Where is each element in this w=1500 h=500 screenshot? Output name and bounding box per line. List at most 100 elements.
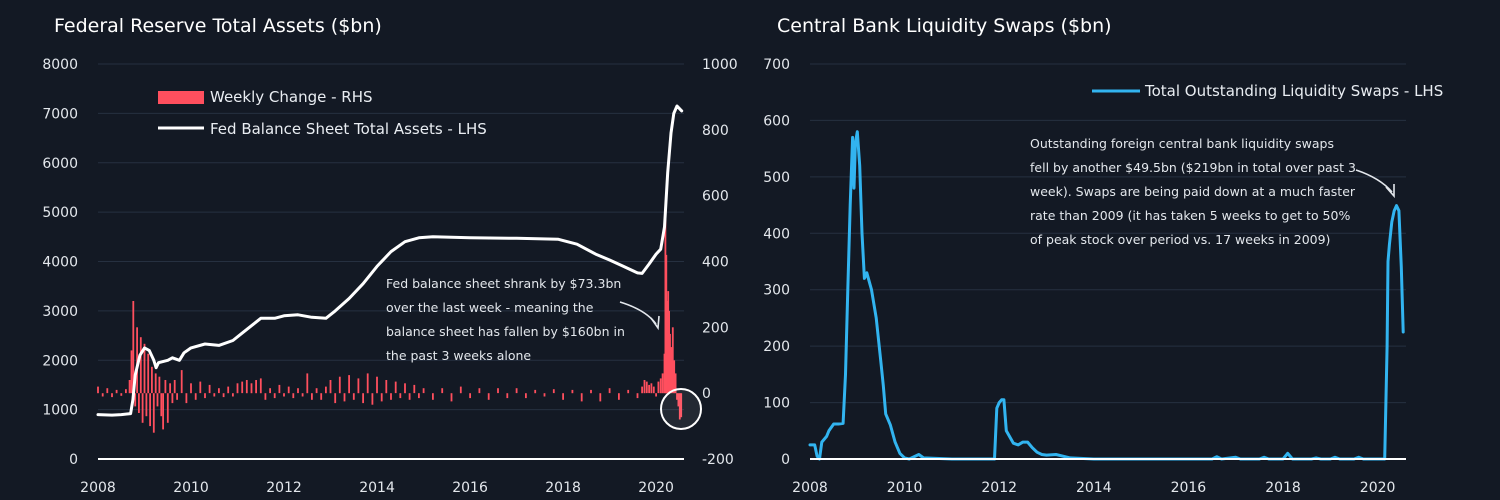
weekly-change-bar — [580, 393, 583, 402]
weekly-change-bar — [154, 373, 157, 394]
weekly-change-bar — [176, 393, 178, 400]
weekly-change-bar — [297, 388, 299, 394]
y-tick-label: 300 — [763, 283, 790, 299]
weekly-change-bar — [255, 380, 257, 394]
weekly-change-bar — [478, 388, 481, 394]
weekly-change-bar — [385, 380, 388, 394]
weekly-change-bar — [348, 375, 350, 394]
weekly-change-bar — [115, 389, 118, 394]
x-tick-label: 2014 — [1076, 480, 1112, 496]
y-tick-label: 2000 — [42, 353, 78, 369]
weekly-change-bar — [120, 393, 123, 396]
annotation-line: fell by another $49.5bn ($219bn in total… — [1030, 160, 1356, 175]
weekly-change-bar — [301, 393, 304, 397]
weekly-change-bar — [671, 327, 674, 394]
y-right-tick-label: 200 — [702, 320, 729, 336]
weekly-change-bar — [390, 393, 392, 400]
weekly-change-bar — [190, 383, 192, 394]
annotation-line: rate than 2009 (it has taken 5 weeks to … — [1030, 208, 1350, 223]
weekly-change-bar — [338, 376, 341, 394]
y-tick-label: 500 — [763, 170, 790, 186]
y-right-tick-label: 800 — [702, 123, 729, 139]
weekly-change-bar — [678, 393, 681, 420]
y-ticks: 0 100 200 300 400 500 600 700 — [763, 57, 790, 468]
weekly-change-bar — [645, 381, 648, 394]
weekly-change-bar — [162, 393, 164, 430]
annotation-arrowhead — [1385, 184, 1395, 199]
annotation: Outstanding foreign central bank liquidi… — [1030, 136, 1395, 247]
y-tick-label: 700 — [763, 57, 790, 73]
weekly-change-bar — [132, 301, 135, 394]
y-tick-label: 0 — [781, 452, 790, 468]
weekly-change-bar — [459, 386, 462, 394]
x-tick-label: 2008 — [792, 480, 828, 496]
y-right-tick-label: 0 — [702, 386, 711, 402]
x-tick-label: 2010 — [887, 480, 923, 496]
weekly-change-bar — [669, 333, 671, 394]
x-tick-label: 2008 — [80, 480, 116, 496]
weekly-change-bar — [136, 327, 138, 394]
weekly-change-bar — [151, 366, 153, 394]
weekly-change-bar — [134, 393, 137, 407]
weekly-change-bar — [315, 388, 318, 394]
weekly-change-bar — [232, 393, 234, 397]
grid — [810, 63, 1406, 404]
weekly-change-bar — [376, 376, 378, 394]
weekly-change-bar — [525, 393, 527, 399]
fed-assets-chart: Federal Reserve Total Assets ($bn) 0 1000… — [42, 15, 737, 496]
weekly-change-bar — [641, 386, 643, 394]
weekly-change-bar — [380, 393, 383, 402]
weekly-change-bar — [145, 393, 148, 417]
weekly-change-bar — [650, 383, 653, 394]
weekly-change-bar — [241, 381, 244, 394]
weekly-change-bar — [160, 393, 163, 417]
weekly-change-bar — [236, 383, 239, 394]
y-tick-label: 600 — [763, 113, 790, 129]
weekly-change-bar — [141, 393, 144, 423]
annotation: Fed balance sheet shrank by $73.3bn over… — [386, 276, 702, 430]
legend: Weekly Change - RHS Fed Balance Sheet To… — [158, 88, 487, 138]
weekly-change-bar — [128, 380, 131, 394]
weekly-change-bar — [515, 388, 518, 394]
x-tick-label: 2018 — [1265, 480, 1301, 496]
highlight-circle — [660, 388, 702, 430]
weekly-change-bar — [670, 347, 673, 394]
weekly-change-bar — [227, 386, 230, 394]
weekly-change-bar — [659, 378, 662, 394]
weekly-change-bar — [636, 393, 639, 399]
weekly-change-bar — [676, 393, 678, 400]
weekly-change-bar — [618, 393, 620, 400]
weekly-change-bar — [278, 384, 281, 394]
y-tick-label: 8000 — [42, 57, 78, 73]
weekly-change-bar — [543, 393, 546, 397]
weekly-change-bar — [627, 389, 630, 394]
x-tick-label: 2012 — [981, 480, 1017, 496]
annotation-line: balance sheet has fallen by $160bn in — [386, 324, 625, 339]
x-tick-label: 2020 — [638, 480, 674, 496]
weekly-change-bar — [311, 393, 313, 400]
weekly-change-bar — [101, 393, 104, 397]
annotation-line: week). Swaps are being paid down at a mu… — [1030, 184, 1356, 199]
weekly-change-bar — [149, 393, 151, 427]
weekly-change-bar — [169, 383, 171, 394]
x-tick-label: 2014 — [359, 480, 395, 496]
weekly-change-bar — [222, 393, 225, 398]
x-ticks: 2008 2010 2012 2014 2016 2018 2020 — [792, 480, 1395, 496]
weekly-change-bar — [334, 393, 337, 404]
weekly-change-bar — [469, 393, 471, 399]
weekly-change-bar — [487, 393, 490, 400]
weekly-change-bar — [366, 373, 369, 394]
annotation-line: Fed balance sheet shrank by $73.3bn — [386, 276, 621, 291]
legend-label-swaps-line: Total Outstanding Liquidity Swaps - LHS — [1144, 82, 1443, 100]
y-right-tick-label: 1000 — [702, 57, 738, 73]
weekly-change-bar — [158, 376, 161, 394]
weekly-change-bar — [357, 378, 360, 394]
weekly-change-bar — [156, 393, 159, 407]
weekly-change-bar — [143, 343, 146, 394]
y-tick-label: 400 — [763, 226, 790, 242]
weekly-change-bar — [371, 393, 374, 405]
weekly-change-bar — [269, 388, 271, 394]
weekly-change-bar — [652, 386, 655, 394]
grid — [98, 63, 684, 411]
weekly-change-bar — [283, 393, 285, 397]
